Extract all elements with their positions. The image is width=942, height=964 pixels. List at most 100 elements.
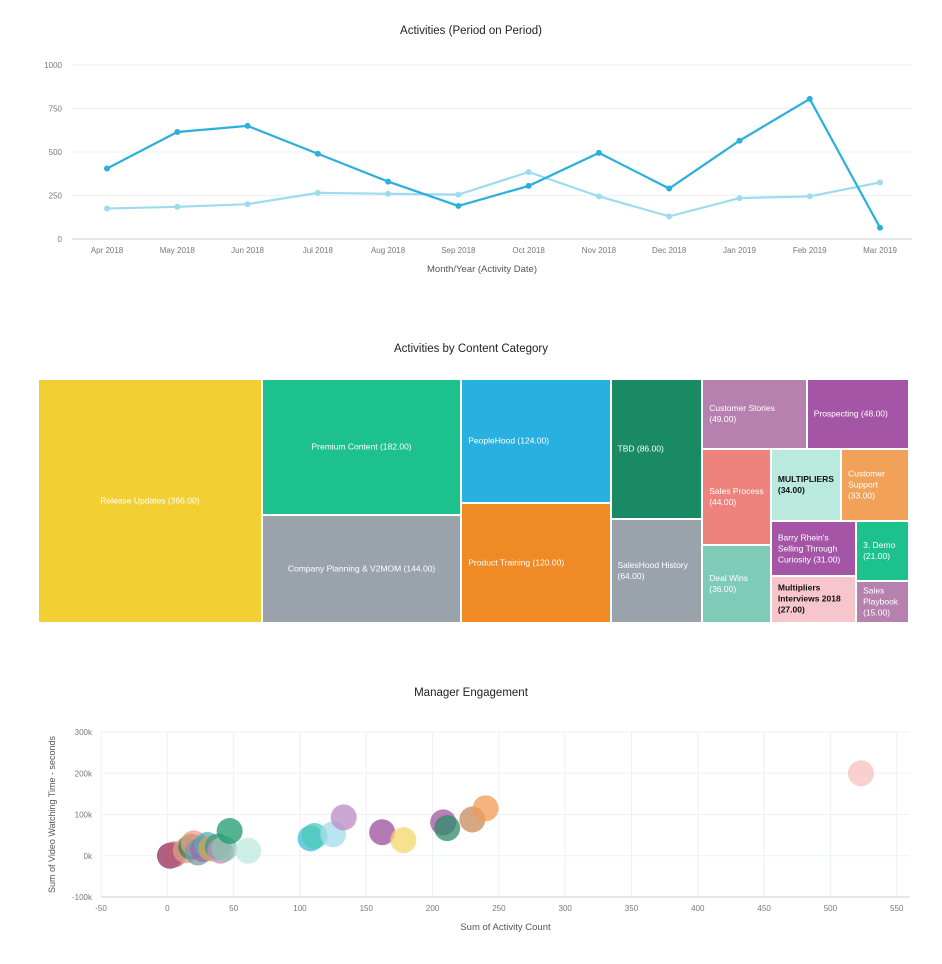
treemap-cell-label: Product Training (120.00) (468, 557, 565, 568)
series-1-point (104, 165, 110, 172)
treemap-cell-label: PeopleHood (124.00) (468, 435, 550, 446)
series-2-point (666, 213, 673, 220)
x-tick-label: Nov 2018 (582, 246, 617, 255)
series-2-point (736, 195, 743, 202)
bubble-point (330, 804, 357, 831)
bubble-chart-title: Manager Engagement (414, 687, 528, 699)
x-tick-label: Apr 2018 (91, 246, 124, 255)
treemap-cell[interactable]: Sales Playbook (15.00) (856, 580, 909, 623)
treemap-cell[interactable]: Deal Wins (36.00) (702, 544, 771, 623)
series-1-point (525, 182, 532, 189)
series-2-point (174, 203, 181, 210)
treemap-cell[interactable]: Multipliers Interviews 2018 (27.00) (770, 575, 857, 623)
treemap-cell[interactable]: Premium Content (182.00) (261, 379, 462, 516)
x-tick-label: 350 (625, 904, 639, 913)
series-2-point (455, 191, 462, 198)
treemap-cell[interactable]: SalesHood History (64.00) (610, 518, 703, 623)
treemap-cell-label: Barry Rhein's Selling Through Curiosity … (777, 532, 841, 565)
bubble-point (216, 818, 243, 844)
series-2-point (877, 179, 883, 186)
treemap-cell[interactable]: MULTIPLIERS (34.00) (770, 449, 841, 522)
treemap-cell-label: Premium Content (182.00) (311, 441, 412, 452)
treemap-cell-label: SalesHood History (64.00) (617, 559, 688, 581)
series-2-point (385, 190, 392, 197)
x-tick-label: 500 (824, 904, 838, 913)
series-line-2 (106, 170, 881, 218)
y-tick-label: 1000 (44, 61, 62, 70)
x-tick-label: Oct 2018 (512, 246, 545, 255)
series-2-point (104, 205, 110, 212)
treemap-cell[interactable]: Company Planning & V2MOM (144.00) (261, 515, 462, 623)
x-tick-label: Mar 2019 (863, 246, 897, 255)
treemap-cell-label: Sales Playbook (15.00) (863, 585, 899, 618)
x-axis-title: Month/Year (Activity Date) (427, 264, 537, 275)
series-1-point (595, 149, 602, 156)
treemap-cell[interactable]: Release Updates (366.00) (38, 379, 262, 623)
treemap-title: Activities by Content Category (393, 343, 549, 355)
treemap-cell-label: Multipliers Interviews 2018 (27.00) (777, 582, 841, 615)
bubble-point (472, 795, 499, 822)
x-tick-label: 200 (426, 904, 440, 913)
treemap-cell-label: Customer Stories (49.00) (709, 403, 775, 424)
bubble-point (847, 760, 874, 787)
treemap-cell-label: Company Planning & V2MOM (144.00) (287, 563, 436, 574)
y-tick-label: -100k (72, 893, 93, 902)
treemap-cell[interactable]: TBD (86.00) (610, 379, 703, 519)
series-2-point (525, 169, 532, 176)
series-2-point (314, 189, 321, 196)
x-tick-label: May 2018 (160, 246, 196, 255)
series-2-point (595, 193, 602, 200)
treemap-cell[interactable]: Customer Stories (49.00) (702, 379, 807, 450)
bubble-point (301, 822, 328, 849)
series-2-point (244, 201, 251, 208)
treemap-cell[interactable]: Prospecting (48.00) (806, 379, 909, 450)
series-2-point (806, 193, 813, 200)
series-1-point (455, 202, 462, 209)
x-tick-label: 450 (757, 904, 771, 913)
bubble-point (235, 837, 262, 864)
y-tick-label: 250 (49, 192, 63, 201)
y-axis-title: Sum of Video Watching Time - seconds (47, 735, 57, 893)
treemap-cell[interactable]: 3. Demo (21.00) (856, 521, 909, 581)
treemap-cell-label: Sales Process (44.00) (709, 485, 764, 507)
bubble-point (434, 815, 461, 842)
treemap-cell-label: Customer Support (33.00) (847, 468, 885, 501)
bubble-chart: -50 0 50 100 150 200 250 300 350 400 450 500 550 -100… (47, 728, 910, 933)
x-tick-label: Feb 2019 (793, 246, 827, 255)
treemap-cell-label: Prospecting (48.00) (813, 408, 888, 419)
y-tick-label: 0k (84, 852, 93, 861)
treemap-cell-label: MULTIPLIERS (34.00) (777, 474, 834, 496)
x-tick-label: 550 (890, 904, 904, 913)
series-1-point (174, 128, 181, 135)
treemap-cell[interactable]: Sales Process (44.00) (702, 449, 771, 545)
x-tick-label: Sep 2018 (441, 246, 476, 255)
treemap-cell-label: Release Updates (366.00) (100, 495, 200, 506)
series-1-point (877, 224, 883, 231)
series-1-point (666, 185, 673, 192)
x-tick-label: Dec 2018 (652, 246, 687, 255)
y-tick-label: 300k (75, 728, 93, 737)
line-chart-title: Activities (Period on Period) (400, 25, 542, 37)
bubble-point (390, 827, 417, 854)
x-tick-label: 300 (559, 904, 573, 913)
treemap-cell[interactable]: Barry Rhein's Selling Through Curiosity … (770, 521, 857, 576)
y-tick-label: 200k (75, 769, 93, 778)
x-tick-label: Jun 2018 (231, 246, 264, 255)
bubble-point (369, 819, 396, 846)
treemap-cell[interactable]: Customer Support (33.00) (840, 449, 909, 522)
x-tick-label: 400 (691, 904, 705, 913)
treemap-cell[interactable]: Product Training (120.00) (461, 503, 611, 623)
treemap-cell[interactable]: PeopleHood (124.00) (461, 379, 611, 503)
series-1-point (736, 137, 743, 144)
series-1-point (385, 178, 392, 185)
x-tick-label: 50 (229, 904, 238, 913)
series-1-point (806, 95, 813, 102)
x-axis-title: Sum of Activity Count (460, 922, 551, 933)
x-tick-label: Jul 2018 (303, 246, 334, 255)
x-tick-label: -50 (95, 904, 107, 913)
y-tick-label: 750 (49, 105, 63, 114)
series-line-1 (106, 97, 881, 229)
x-tick-label: 100 (293, 904, 307, 913)
y-tick-label: 0 (58, 235, 63, 244)
series-1-point (244, 122, 251, 129)
